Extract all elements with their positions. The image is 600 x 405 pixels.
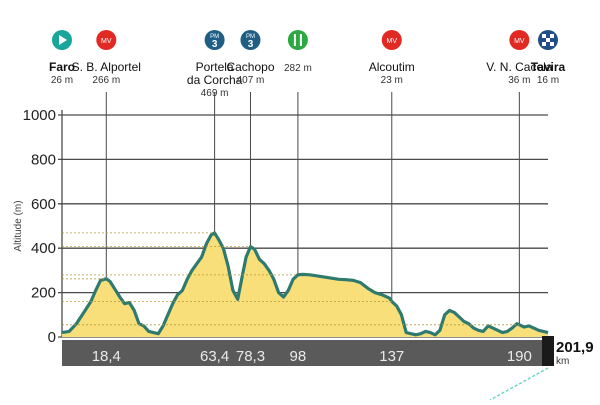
- total-distance-unit: km: [556, 356, 569, 367]
- mountain-category-text: PM: [210, 34, 219, 40]
- mv-icon: [509, 30, 530, 50]
- feed-zone-icon: [287, 30, 308, 50]
- waypoint-altitude: 266 m: [92, 75, 120, 86]
- y-tick-label: 800: [31, 151, 56, 168]
- waypoint-altitude: 36 m: [508, 75, 530, 86]
- profile-line: [61, 231, 549, 337]
- waypoint-altitude: 407 m: [237, 75, 265, 86]
- checkered-flag-icon: [542, 34, 546, 38]
- waypoint-name: Alcoutim: [369, 60, 415, 74]
- checkered-flag-icon: [546, 38, 550, 42]
- distance-bar: [62, 340, 548, 366]
- mv-icon: [96, 30, 117, 50]
- y-tick-label: 1000: [23, 107, 56, 124]
- mountain-category-text: PM: [246, 34, 255, 40]
- distance-marker-label: 18,4: [92, 348, 121, 365]
- waypoint-altitude: 469 m: [201, 88, 229, 99]
- checkered-flag-icon: [550, 42, 554, 46]
- checkered-flag-icon: [542, 42, 546, 46]
- sprint-icon-text: MV: [514, 38, 525, 45]
- mountain-3-icon: [204, 30, 225, 50]
- play-triangle-icon: [59, 35, 67, 45]
- waypoint-name: Cachopo: [226, 60, 274, 74]
- distance-marker-label: 98: [290, 348, 307, 365]
- y-tick-label: 600: [31, 196, 56, 213]
- waypoint-name: V. N. Cacela: [486, 60, 553, 74]
- waypoint-altitude: 282 m: [284, 63, 312, 74]
- waypoint-name: da Corcha: [187, 73, 243, 87]
- sprint-icon-text: MV: [387, 38, 398, 45]
- distance-marker-label: 78,3: [236, 348, 265, 365]
- checkered-flag-icon: [550, 34, 554, 38]
- profile-area: [62, 232, 548, 337]
- y-tick-label: 400: [31, 240, 56, 257]
- waypoint-altitude: 23 m: [381, 75, 403, 86]
- distance-marker-label: 137: [379, 348, 404, 365]
- waypoint-name: Faro: [49, 60, 75, 74]
- finish-marker: [542, 336, 554, 366]
- y-tick-label: 0: [48, 329, 56, 346]
- distance-marker-label: 63,4: [200, 348, 229, 365]
- mv-icon: [381, 30, 402, 50]
- decorative-stripe: [489, 367, 549, 401]
- mountain-category-number: 3: [212, 39, 218, 50]
- y-axis-label: Altitude (m): [13, 200, 24, 251]
- waypoint-altitude: 16 m: [537, 75, 559, 86]
- distance-marker-label: 190: [507, 348, 532, 365]
- total-distance-label: 201,9: [556, 339, 594, 356]
- waypoint-name: S. B. Alportel: [72, 60, 141, 74]
- waypoint-name: Tavira: [531, 60, 566, 74]
- waypoint-altitude: 26 m: [51, 75, 73, 86]
- mountain-3-icon: [240, 30, 261, 50]
- y-tick-label: 200: [31, 285, 56, 302]
- waypoint-name: Portela: [196, 60, 234, 74]
- sprint-icon-text: MV: [101, 38, 112, 45]
- mountain-category-number: 3: [248, 39, 254, 50]
